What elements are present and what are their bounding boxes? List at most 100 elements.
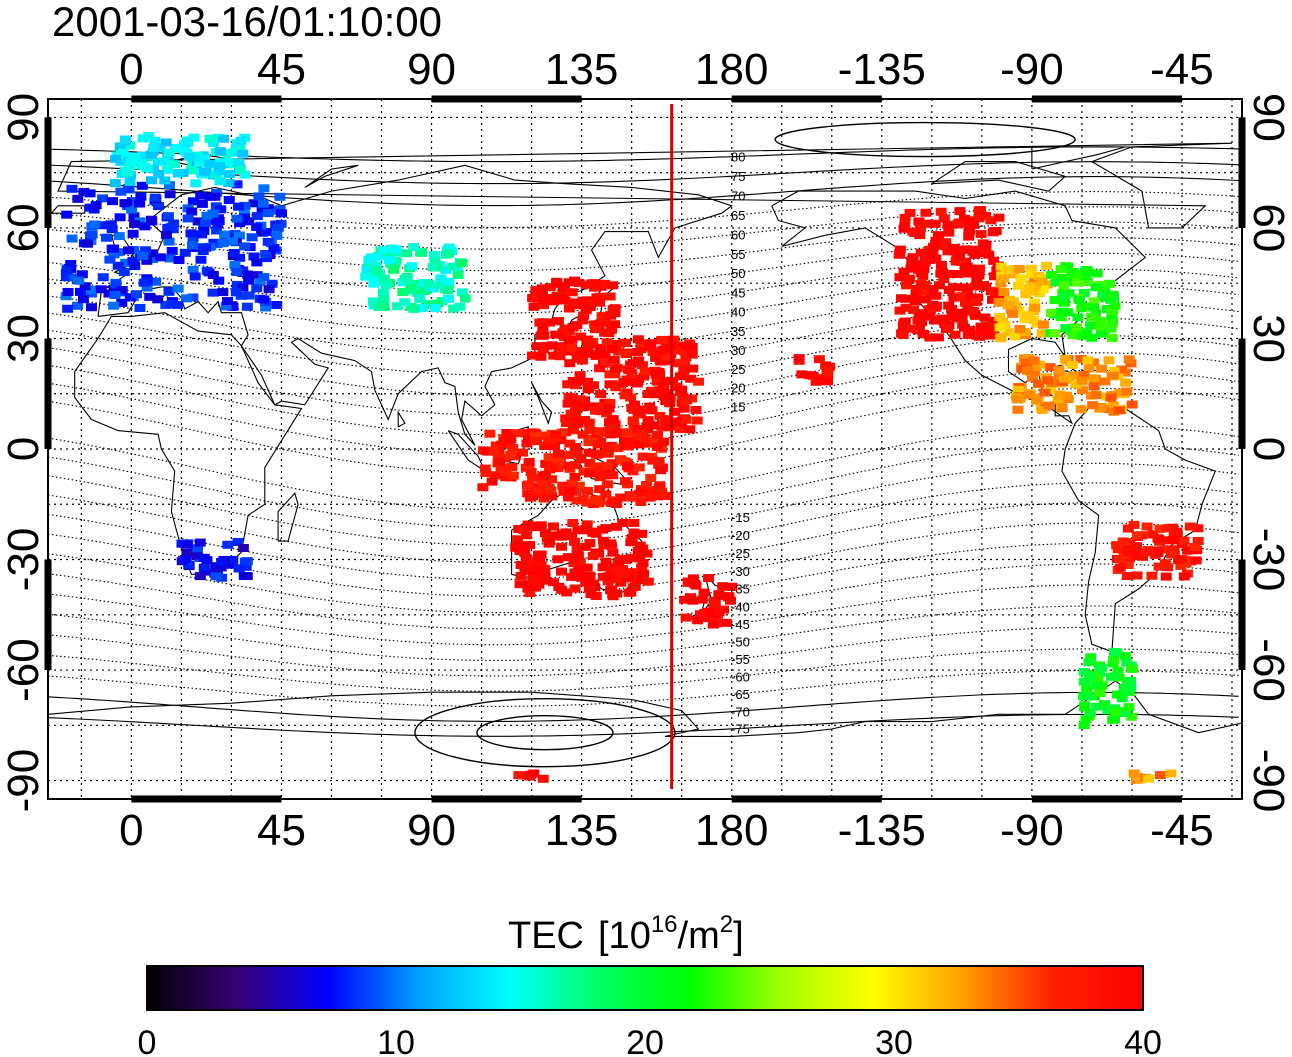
- tec-cell: [651, 442, 663, 451]
- contour-label: -55: [731, 652, 750, 667]
- contour-line: [48, 584, 1239, 646]
- tec-cell: [1026, 373, 1038, 382]
- tec-cell: [510, 542, 522, 551]
- tec-cell: [423, 279, 435, 288]
- tec-cell: [210, 562, 222, 571]
- tec-cell: [1131, 531, 1143, 540]
- tec-cell: [108, 301, 120, 310]
- tec-cell: [248, 252, 260, 261]
- tec-cell: [625, 588, 637, 597]
- tec-cell: [601, 461, 613, 470]
- tec-cell: [507, 471, 519, 480]
- tec-cell: [210, 572, 222, 581]
- tec-cell: [194, 158, 206, 167]
- tec-cell: [720, 618, 732, 627]
- tec-cell: [160, 138, 172, 147]
- tec-cell: [646, 406, 658, 415]
- tec-cell: [415, 248, 427, 257]
- tec-cell: [1073, 296, 1085, 305]
- tec-cell: [1108, 647, 1120, 656]
- tec-cell: [548, 351, 560, 360]
- tec-cell: [1077, 386, 1089, 395]
- coastline: [97, 164, 733, 446]
- tec-cell: [647, 421, 659, 430]
- tec-cell: [599, 279, 611, 288]
- tec-cell: [1081, 268, 1093, 277]
- tec-cell: [258, 295, 270, 304]
- tec-cell: [401, 249, 413, 258]
- tec-cell: [602, 449, 614, 458]
- tec-cell: [662, 335, 674, 344]
- tec-cell: [983, 250, 995, 259]
- tec-cell: [900, 303, 912, 312]
- contour-line: [48, 691, 1239, 722]
- tec-cell: [1178, 572, 1190, 581]
- tec-cell: [894, 249, 906, 258]
- tec-cell: [442, 286, 454, 295]
- tec-cell: [523, 429, 535, 438]
- tec-cell: [1108, 407, 1120, 416]
- tec-cell: [77, 295, 89, 304]
- tec-cell: [506, 463, 518, 472]
- tec-cell: [669, 407, 681, 416]
- tec-cell: [414, 294, 426, 303]
- tec-cell: [634, 489, 646, 498]
- tec-cell: [434, 281, 446, 290]
- tec-cell: [427, 263, 439, 272]
- tec-cell: [442, 249, 454, 258]
- tec-cell: [207, 209, 219, 218]
- tec-cell: [517, 448, 529, 457]
- tec-cell: [925, 288, 937, 297]
- tec-cell: [1087, 358, 1099, 367]
- tec-cell: [1082, 277, 1094, 286]
- tec-cell: [378, 295, 390, 304]
- tec-cell: [971, 275, 983, 284]
- tec-cell: [920, 208, 932, 217]
- tec-cell: [942, 324, 954, 333]
- tec-cell: [234, 219, 246, 228]
- tec-cell: [607, 305, 619, 314]
- tec-cell: [1166, 523, 1178, 532]
- tec-cell: [607, 415, 619, 424]
- tec-cell: [632, 348, 644, 357]
- tec-cell: [678, 365, 690, 374]
- tec-cell: [168, 219, 180, 228]
- tec-cell: [1160, 572, 1172, 581]
- tec-cell: [980, 240, 992, 249]
- tec-cell: [173, 256, 185, 265]
- tec-cell: [100, 233, 112, 242]
- tec-cell: [239, 212, 251, 221]
- tec-cell: [670, 346, 682, 355]
- tec-cell: [635, 433, 647, 442]
- tec-cell: [571, 420, 583, 429]
- tec-cell: [61, 266, 73, 275]
- tec-cell: [942, 220, 954, 229]
- tec-cell: [108, 244, 120, 253]
- tec-cell: [217, 134, 229, 143]
- tec-cell: [72, 301, 84, 310]
- tec-cell: [1121, 572, 1133, 581]
- tec-cell: [1055, 265, 1067, 274]
- tec-cell: [274, 192, 286, 201]
- tec-cell: [631, 575, 643, 584]
- tec-cell: [231, 268, 243, 277]
- tec-cell: [566, 288, 578, 297]
- tec-cell: [583, 418, 595, 427]
- tec-cell: [1111, 690, 1123, 699]
- tec-cell: [582, 498, 594, 507]
- tec-cell: [1131, 571, 1143, 580]
- tec-cell: [919, 258, 931, 267]
- tec-cell: [604, 398, 616, 407]
- tec-cell: [545, 486, 557, 495]
- tec-cell: [179, 147, 191, 156]
- tec-cell: [539, 529, 551, 538]
- contour-label: -35: [731, 582, 750, 597]
- tec-cell: [571, 354, 583, 363]
- tec-cell: [163, 181, 175, 190]
- tec-cell: [251, 258, 263, 267]
- tec-cell: [253, 192, 265, 201]
- tec-cell: [1078, 721, 1090, 730]
- tec-cell: [907, 253, 919, 262]
- tec-cell: [974, 264, 986, 273]
- tec-cell: [1060, 324, 1072, 333]
